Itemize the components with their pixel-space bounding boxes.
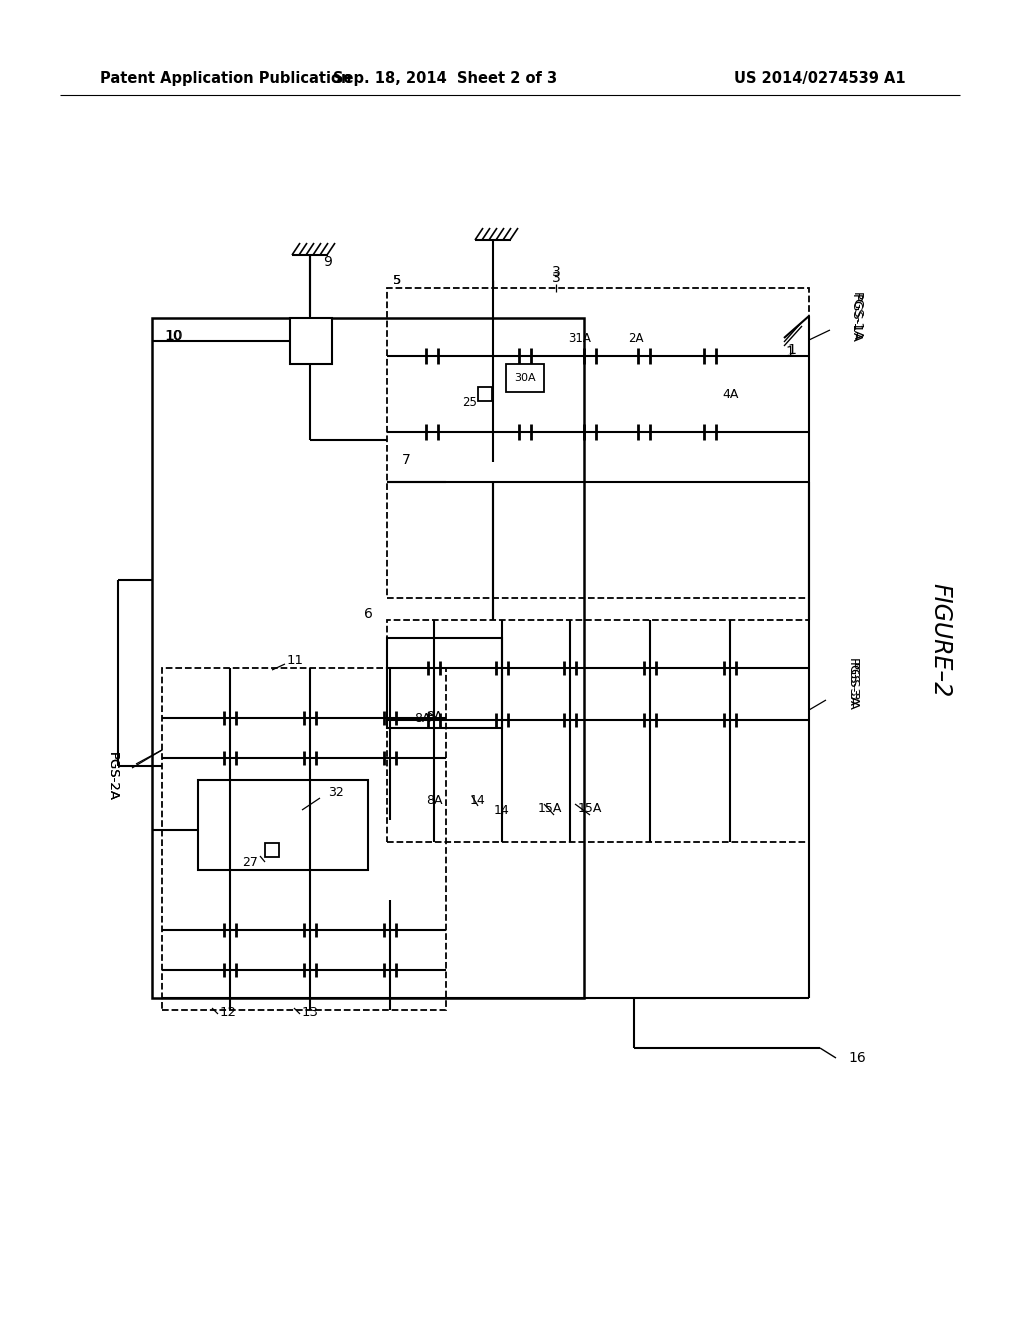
- Text: 16: 16: [848, 1051, 865, 1065]
- Text: 10: 10: [164, 329, 181, 343]
- Bar: [387, 288, 809, 598]
- Text: 6: 6: [365, 607, 373, 620]
- Text: PGS-1A: PGS-1A: [849, 293, 861, 342]
- Text: PGS-3A: PGS-3A: [846, 657, 858, 706]
- Bar: [162, 668, 446, 1010]
- Text: 14: 14: [470, 793, 485, 807]
- Text: 12: 12: [220, 1006, 237, 1019]
- Bar: [387, 638, 502, 729]
- Bar: [290, 318, 332, 364]
- Text: US 2014/0274539 A1: US 2014/0274539 A1: [734, 70, 906, 86]
- Text: PGS-1A: PGS-1A: [850, 292, 862, 341]
- Text: Patent Application Publication: Patent Application Publication: [100, 70, 351, 86]
- Bar: [152, 318, 584, 998]
- Text: 2A: 2A: [629, 331, 644, 345]
- Text: 1: 1: [785, 345, 795, 359]
- Text: 5: 5: [393, 273, 401, 286]
- Bar: [506, 364, 544, 392]
- Text: 32: 32: [328, 785, 344, 799]
- Text: 8A: 8A: [414, 711, 430, 725]
- Text: 10: 10: [165, 329, 182, 343]
- Text: PGS-3A: PGS-3A: [846, 661, 858, 710]
- Bar: [198, 780, 368, 870]
- Bar: [387, 620, 809, 842]
- Text: PGS-2A: PGS-2A: [105, 751, 119, 800]
- Text: 13: 13: [302, 1006, 319, 1019]
- Text: 4A: 4A: [722, 388, 738, 400]
- Text: 5: 5: [393, 273, 401, 286]
- Text: 30A: 30A: [514, 374, 536, 383]
- Text: Sep. 18, 2014  Sheet 2 of 3: Sep. 18, 2014 Sheet 2 of 3: [333, 70, 557, 86]
- Text: 14: 14: [495, 804, 510, 817]
- Text: 3: 3: [552, 265, 560, 279]
- Text: 8A: 8A: [426, 710, 442, 722]
- Text: FIGURE–2: FIGURE–2: [928, 583, 952, 697]
- Text: 15A: 15A: [538, 801, 562, 814]
- Text: 27: 27: [242, 855, 258, 869]
- Text: 15A: 15A: [578, 801, 602, 814]
- Text: 1: 1: [787, 343, 797, 356]
- Text: 25: 25: [462, 396, 477, 408]
- Text: 7: 7: [402, 453, 411, 467]
- Text: 3: 3: [552, 271, 560, 285]
- Text: 9: 9: [323, 255, 332, 269]
- Text: 31A: 31A: [568, 331, 592, 345]
- Text: 11: 11: [287, 653, 303, 667]
- Text: PGS-2A: PGS-2A: [105, 751, 119, 800]
- Bar: [478, 387, 492, 401]
- Text: 8A: 8A: [426, 793, 442, 807]
- Bar: [265, 843, 279, 857]
